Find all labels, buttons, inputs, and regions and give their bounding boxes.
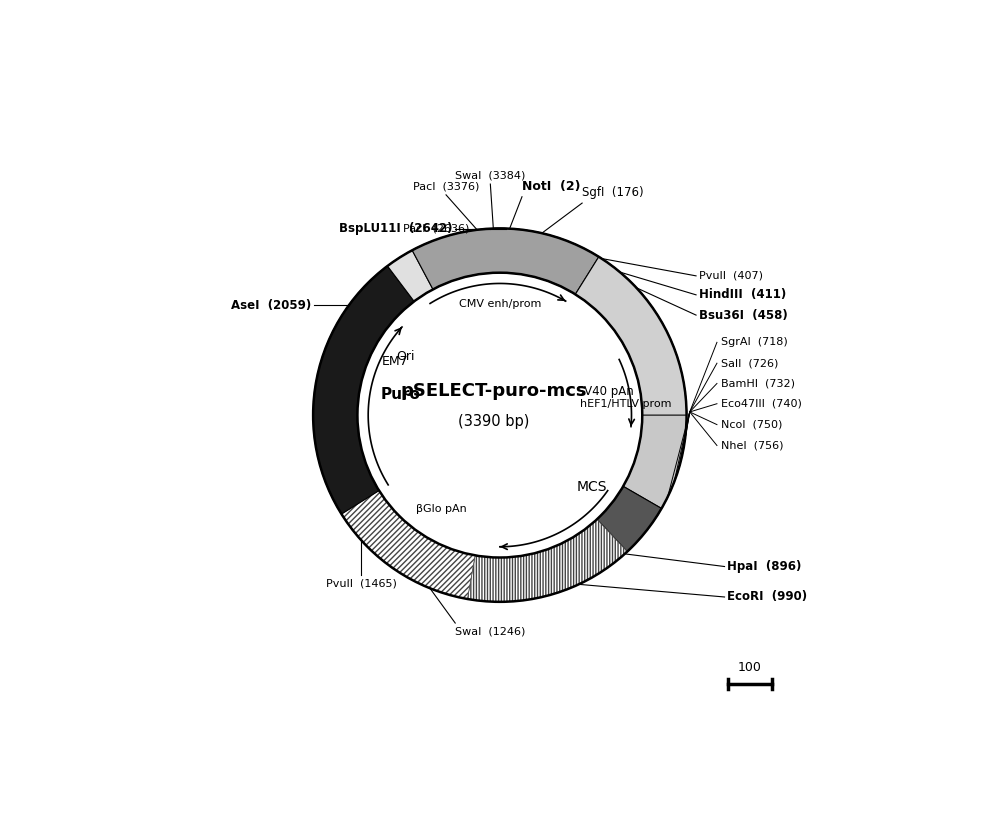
Text: BamHI  (732): BamHI (732) — [721, 378, 795, 389]
Polygon shape — [597, 487, 662, 552]
Text: SalI  (726): SalI (726) — [721, 358, 778, 368]
Polygon shape — [341, 491, 475, 599]
Text: HindIII  (411): HindIII (411) — [699, 289, 786, 302]
Text: hEF1/HTLV prom: hEF1/HTLV prom — [580, 399, 672, 409]
Text: Puro: Puro — [381, 386, 421, 402]
Text: Ori: Ori — [397, 350, 415, 363]
Text: SwaI  (1246): SwaI (1246) — [455, 626, 526, 636]
Text: (3390 bp): (3390 bp) — [458, 414, 529, 429]
Polygon shape — [505, 229, 677, 371]
Text: 100: 100 — [738, 661, 762, 674]
Text: βGlo pAn: βGlo pAn — [416, 504, 467, 514]
Text: EcoRI  (990): EcoRI (990) — [727, 590, 807, 603]
Text: PvuII  (407): PvuII (407) — [699, 271, 763, 281]
Text: HpaI  (896): HpaI (896) — [727, 560, 801, 573]
Polygon shape — [412, 229, 599, 294]
Text: PacI  (2636): PacI (2636) — [403, 224, 469, 233]
Text: pSELECT-puro-mcs: pSELECT-puro-mcs — [400, 382, 587, 400]
Text: BspLU11I  (2642): BspLU11I (2642) — [339, 222, 453, 235]
Polygon shape — [575, 256, 687, 415]
Text: NotI  (2): NotI (2) — [522, 180, 580, 193]
Polygon shape — [480, 229, 506, 274]
Text: SgfI  (176): SgfI (176) — [582, 187, 644, 199]
Circle shape — [313, 229, 687, 602]
Text: Bsu36I  (458): Bsu36I (458) — [699, 308, 787, 321]
Text: SwaI  (3384): SwaI (3384) — [455, 170, 526, 180]
Text: NheI  (756): NheI (756) — [721, 441, 783, 450]
Text: SgrAI  (718): SgrAI (718) — [721, 337, 787, 348]
Text: PvuII  (1465): PvuII (1465) — [326, 578, 397, 588]
Text: Eco47III  (740): Eco47III (740) — [721, 399, 802, 409]
Circle shape — [357, 273, 642, 557]
Text: CMV enh/prom: CMV enh/prom — [459, 299, 541, 309]
Text: PacI  (3376): PacI (3376) — [413, 181, 479, 191]
Text: EM7: EM7 — [382, 355, 409, 368]
Text: MCS: MCS — [577, 480, 607, 494]
Polygon shape — [313, 266, 414, 514]
Text: AseI  (2059): AseI (2059) — [231, 299, 311, 312]
Polygon shape — [623, 358, 687, 509]
Polygon shape — [387, 250, 433, 302]
Text: NcoI  (750): NcoI (750) — [721, 419, 782, 430]
Text: SV40 pAn: SV40 pAn — [573, 385, 633, 398]
Polygon shape — [467, 520, 627, 602]
